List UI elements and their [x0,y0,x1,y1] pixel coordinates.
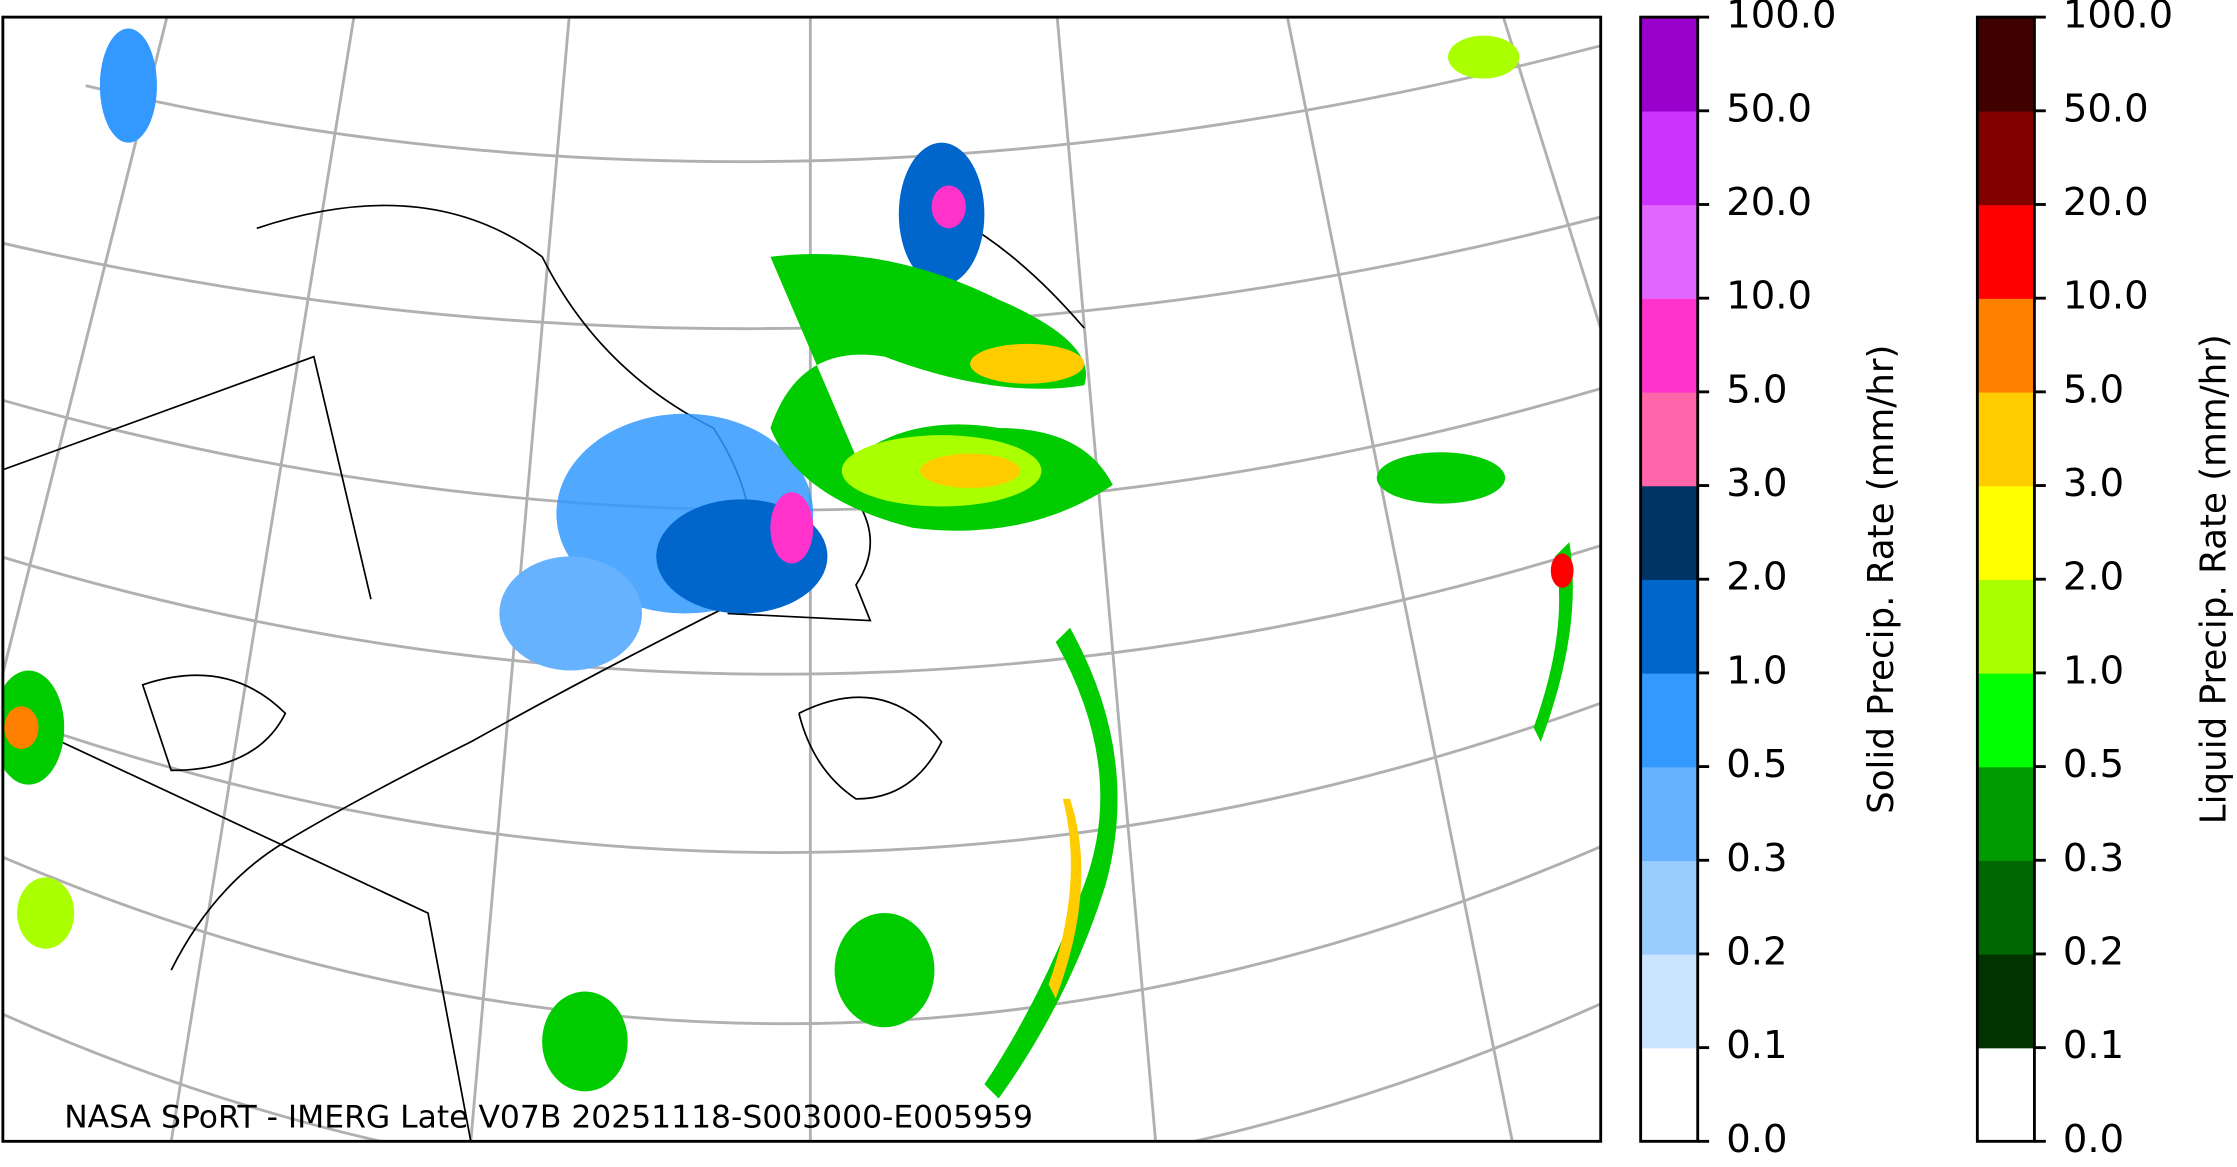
colorbar-bin [1977,1047,2035,1143]
colorbar-tick-label: 3.0 [2063,461,2124,506]
colorbar-tick-label: 50.0 [2063,86,2149,131]
colorbar-bin [1977,17,2035,112]
precip-field [2,28,1574,1099]
colorbar-bin [1977,766,2035,861]
colorbar-bin [1977,579,2035,674]
colorbar-tick-label: 10.0 [1726,274,1812,319]
colorbar-tick-label: 50.0 [1726,86,1812,131]
colorbar-bin [1640,766,1698,861]
colorbar-bin [1977,860,2035,955]
colorbar-bin [1640,110,1698,206]
colorbar-bin [1977,298,2035,393]
colorbar-bin [1640,953,1698,1049]
colorbar-tick-label: 0.5 [1726,742,1787,787]
colorbar-tick-label: 0.0 [2063,1117,2124,1162]
colorbar-tick-label: 5.0 [1726,367,1787,412]
colorbar-tick-label: 0.1 [1726,1023,1787,1068]
colorbar-bin [1977,204,2035,299]
colorbar-bin [1640,579,1698,674]
colorbar-bin [1640,391,1698,487]
colorbar-bin [1640,485,1698,580]
colorbar-label: Liquid Precip. Rate (mm/hr) [2194,334,2235,824]
colorbar-bin [1977,672,2035,768]
colorbar-bin [1977,391,2035,487]
colorbar-tick-label: 1.0 [1726,648,1787,693]
colorbar-bin [1640,17,1698,112]
map-frame [1,15,1603,1143]
colorbar-bin [1640,1047,1698,1143]
colorbar-bin [1977,953,2035,1049]
colorbar-tick-label: 20.0 [1726,180,1812,225]
colorbar-bin [1640,860,1698,955]
colorbar-tick-label: 5.0 [2063,367,2124,412]
map [2,17,1601,1142]
colorbar-tick-label: 100.0 [1726,0,1836,38]
colorbar-tick-label: 2.0 [2063,555,2124,600]
colorbar-tick-label: 3.0 [1726,461,1787,506]
colorbar-tick-label: 0.3 [2063,836,2124,881]
colorbar-tick-label: 0.1 [2063,1023,2124,1068]
colorbar-bin [1640,204,1698,299]
colorbar-tick-label: 10.0 [2063,274,2149,319]
colorbar-tick-label: 0.2 [2063,929,2124,974]
colorbar-tick-label: 0.5 [2063,742,2124,787]
colorbar-tick-label: 2.0 [1726,555,1787,600]
colorbar-tick-label: 1.0 [2063,648,2124,693]
colorbar-label: Solid Precip. Rate (mm/hr) [1861,345,1902,814]
colorbar-bin [1640,298,1698,393]
colorbar-tick-label: 100.0 [2063,0,2173,38]
colorbar-bin [1977,110,2035,206]
colorbar-bin [1640,672,1698,768]
colorbar-tick-label: 0.2 [1726,929,1787,974]
colorbar-tick-label: 0.0 [1726,1117,1787,1162]
credit-text: NASA SPoRT - IMERG Late V07B 20251118-S0… [64,1099,1033,1135]
colorbar-tick-label: 20.0 [2063,180,2149,225]
colorbar-bin [1977,485,2035,580]
colorbar-tick-label: 0.3 [1726,836,1787,881]
